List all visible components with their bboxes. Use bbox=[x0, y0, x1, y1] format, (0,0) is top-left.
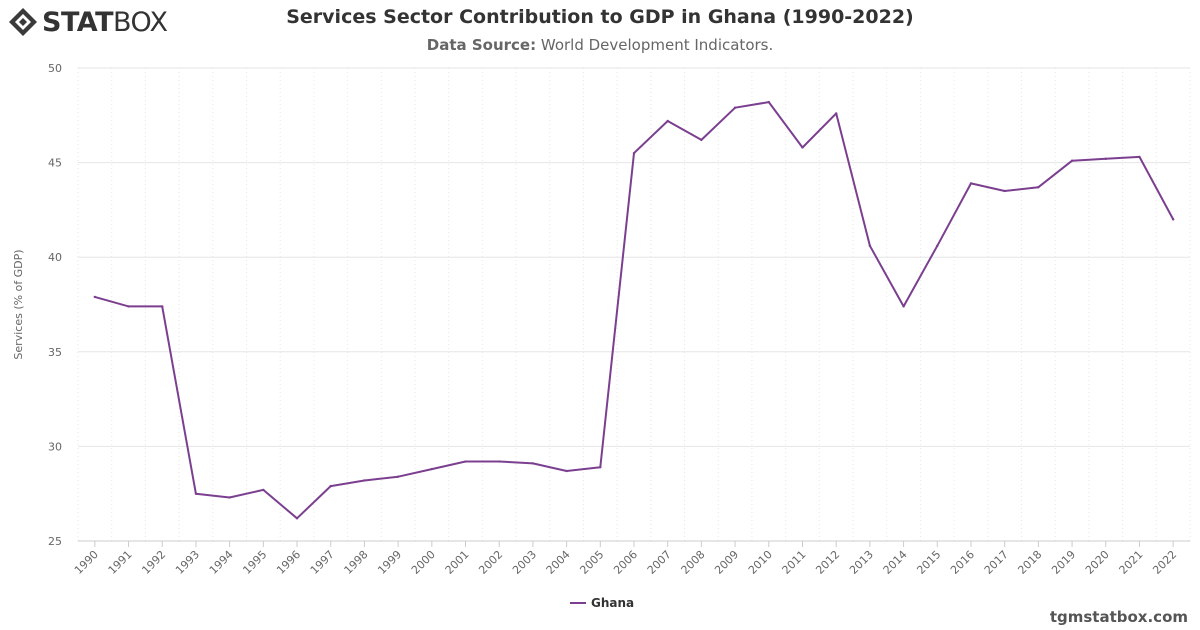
x-tick-label: 2006 bbox=[611, 548, 640, 577]
data-point bbox=[498, 460, 501, 463]
series-line-ghana bbox=[93, 101, 1175, 520]
data-point bbox=[1104, 157, 1107, 161]
y-tick-label: 35 bbox=[48, 346, 62, 359]
data-point bbox=[1070, 159, 1074, 162]
x-tick-label: 2007 bbox=[645, 548, 674, 577]
x-tick-label: 2008 bbox=[679, 548, 708, 577]
data-point bbox=[767, 100, 770, 104]
y-tick-label: 30 bbox=[48, 440, 62, 453]
x-tick-label: 2020 bbox=[1083, 548, 1112, 577]
x-tick-label: 2015 bbox=[914, 548, 943, 577]
data-point bbox=[868, 244, 872, 248]
data-point bbox=[430, 467, 434, 471]
data-point bbox=[1171, 218, 1175, 221]
data-point bbox=[969, 182, 973, 185]
data-point bbox=[801, 146, 804, 149]
y-axis-title: Services (% of GDP) bbox=[12, 249, 25, 359]
y-tick-label: 40 bbox=[48, 251, 62, 264]
data-point bbox=[295, 517, 299, 520]
data-point bbox=[363, 479, 366, 482]
data-point bbox=[1037, 185, 1040, 189]
data-point bbox=[834, 112, 838, 115]
data-point bbox=[127, 305, 130, 308]
data-point bbox=[228, 496, 231, 499]
x-tick-label: 1994 bbox=[207, 548, 236, 577]
y-tick-label: 50 bbox=[48, 62, 62, 75]
x-tick-label: 2022 bbox=[1150, 548, 1179, 577]
legend-label: Ghana bbox=[591, 596, 634, 610]
data-point bbox=[1003, 189, 1006, 193]
source-value: World Development Indicators. bbox=[540, 36, 774, 54]
data-point bbox=[161, 305, 164, 308]
x-tick-label: 1990 bbox=[72, 548, 101, 577]
x-tick-label: 1996 bbox=[274, 548, 303, 577]
x-tick-label: 2010 bbox=[746, 548, 775, 577]
x-tick-label: 1991 bbox=[106, 548, 135, 577]
x-tick-label: 1995 bbox=[240, 548, 269, 577]
data-point bbox=[93, 295, 97, 299]
y-tick-label: 25 bbox=[48, 535, 62, 548]
y-tick-label: 45 bbox=[48, 157, 62, 170]
x-tick-label: 2002 bbox=[476, 548, 505, 577]
chart-title: Services Sector Contribution to GDP in G… bbox=[286, 6, 914, 28]
data-point bbox=[565, 469, 568, 473]
x-tick-label: 2017 bbox=[982, 548, 1011, 577]
x-tick-label: 2019 bbox=[1049, 548, 1078, 577]
x-tick-label: 2001 bbox=[443, 548, 472, 577]
data-point bbox=[396, 475, 400, 478]
x-tick-label: 2000 bbox=[409, 548, 438, 577]
data-point bbox=[666, 119, 669, 123]
source-label: Data Source: bbox=[426, 36, 537, 54]
x-tick-label: 2014 bbox=[881, 548, 910, 577]
logo-wordmark: STATBOX bbox=[42, 6, 168, 38]
data-point bbox=[194, 492, 198, 495]
chart-subtitle: Data Source: World Development Indicator… bbox=[0, 36, 1200, 54]
x-tick-label: 2005 bbox=[577, 548, 606, 577]
data-point bbox=[531, 462, 535, 465]
x-tick-label: 2012 bbox=[813, 548, 842, 577]
data-point bbox=[464, 460, 467, 463]
x-tick-label: 2013 bbox=[847, 548, 876, 577]
data-point bbox=[936, 244, 939, 248]
x-tick-label: 1997 bbox=[308, 548, 337, 577]
x-tick-label: 2016 bbox=[948, 548, 977, 577]
x-tick-label: 2021 bbox=[1117, 548, 1146, 577]
x-tick-label: 2018 bbox=[1015, 548, 1044, 577]
x-tick-label: 2011 bbox=[780, 548, 809, 577]
diamond-logo-icon bbox=[9, 8, 37, 36]
data-point bbox=[902, 305, 905, 308]
x-tick-label: 1993 bbox=[173, 548, 202, 577]
x-tick-label: 1999 bbox=[375, 548, 404, 577]
x-tick-label: 1992 bbox=[139, 548, 168, 577]
data-point bbox=[1138, 155, 1141, 159]
x-tick-label: 2004 bbox=[544, 548, 573, 577]
statbox-logo: STATBOX bbox=[8, 6, 168, 38]
data-point bbox=[329, 484, 332, 488]
data-point bbox=[632, 151, 636, 155]
x-tick-label: 1998 bbox=[342, 548, 371, 577]
data-point bbox=[733, 106, 737, 109]
x-tick-label: 2009 bbox=[712, 548, 741, 577]
footer-url: tgmstatbox.com bbox=[1049, 608, 1188, 626]
data-point bbox=[700, 138, 703, 142]
data-point bbox=[599, 466, 602, 469]
x-tick-label: 2003 bbox=[510, 548, 539, 577]
data-point bbox=[262, 488, 265, 492]
